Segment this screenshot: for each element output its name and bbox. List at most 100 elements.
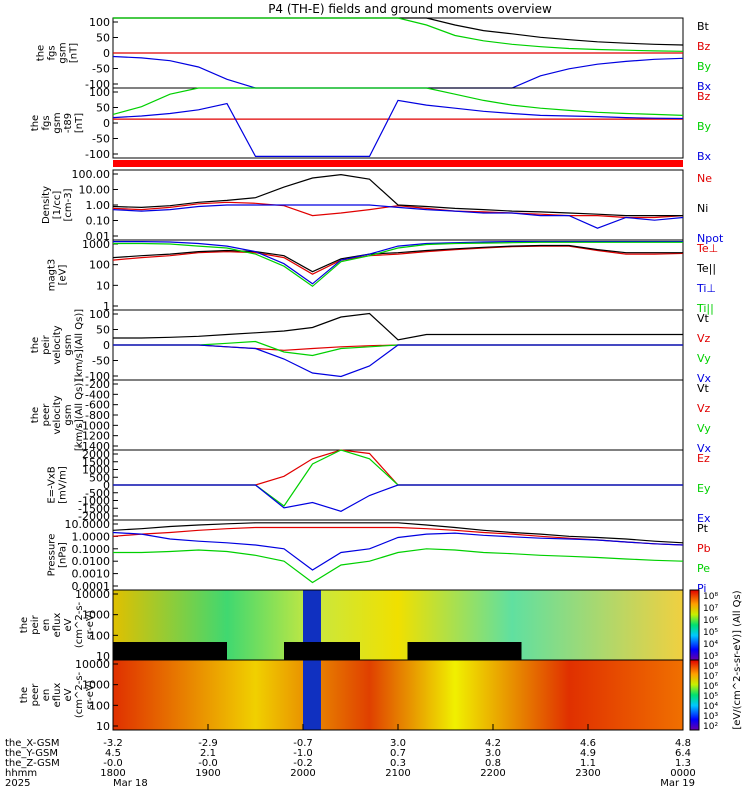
colorbar-tick-0-4: 10⁴ (703, 640, 718, 650)
ylabel-peer_vel-3: gsm (63, 404, 74, 425)
xrow-label-0: the_X-GSM (5, 738, 59, 749)
ylabel-fgs_dif-1: fgs (41, 115, 52, 130)
xrow-2-val-3: 0.3 (390, 758, 406, 769)
ytick-label-peir_vel-0: 100 (89, 308, 110, 321)
ylabel-peir_vel-3: gsm (63, 334, 74, 355)
series-fgs_dif-By (112, 87, 684, 116)
ytick-label-density-1: 10.00 (79, 184, 111, 197)
heatmap-blackout-2 (407, 642, 522, 660)
ylabel-peir_vel-4: [km/s](All Qs)] (74, 309, 85, 381)
xrow-3-val-5: 2300 (575, 768, 600, 779)
legend-fgs_dif-1: By (697, 120, 712, 133)
series-fgs-By (113, 17, 684, 52)
xrow-0-val-3: 3.0 (390, 738, 406, 749)
ytick-label-peer_vel-3: -800 (85, 409, 110, 422)
panel-temp: 1000 100 10 1 magt3 [eV] Te⊥ Te|| Ti⊥ Ti|| (47, 238, 719, 315)
legend-temp-3: Ti|| (696, 302, 714, 315)
xrow-0-val-1: -2.9 (198, 738, 218, 749)
ytick-label-peer_vel-1: -400 (85, 388, 110, 401)
ytick-label-peir_eflux-2: 100 (89, 629, 110, 642)
xrow-2-val-5: 1.1 (580, 758, 596, 769)
series-temp-Te⊥ (112, 245, 684, 275)
ytick-label-pressure-4: 0.0010 (72, 568, 111, 581)
xrow-1-val-1: 2.1 (200, 748, 216, 759)
ylabel-fgs_dif-0: the (30, 115, 41, 131)
legend-temp-0: Te⊥ (696, 242, 718, 255)
ylabel-peir_eflux-1: peir (30, 614, 41, 634)
legend-density-1: Ni (697, 202, 708, 215)
legend-peer_vel-2: Vy (697, 422, 711, 435)
xrow-1-val-0: 4.5 (105, 748, 121, 759)
ylabel-fgs-3: [nT] (69, 43, 80, 63)
frame-peer_vel (112, 379, 684, 451)
xrow-4-val-6: Mar 19 (660, 778, 695, 789)
ytick-label-peir_vel-3: -50 (92, 355, 110, 368)
ylabel-peir_eflux-5: (cm^2-s- (74, 601, 85, 648)
ytick-label-fgs_dif-3: -50 (92, 133, 110, 146)
panel-peir_vel: 100 50 0 -50 -100 the peir velocity gsm [km/s](Al… (30, 308, 712, 385)
ylabel-peir_eflux-6: sr-eV) (85, 610, 96, 639)
legend-efield-1: Ey (697, 482, 711, 495)
ytick-label-efield-3: 500 (89, 471, 110, 484)
ytick-label-fgs-2: 0 (103, 47, 110, 60)
series-pressure-Pi (112, 531, 684, 571)
ytick-label-peer_eflux-2: 100 (89, 699, 110, 712)
xrow-0-val-6: 4.8 (675, 738, 691, 749)
legend-pressure-0: Pt (697, 522, 709, 535)
colorbar-tick-0-1: 10⁷ (703, 604, 718, 614)
series-pressure-Pb (112, 526, 684, 546)
ytick-label-peir_vel-2: 0 (103, 339, 110, 352)
ytick-label-temp-0: 1000 (82, 238, 110, 251)
xrow-3-val-3: 2100 (385, 768, 410, 779)
legend-fgs-2: By (697, 60, 712, 73)
series-peir_vel-Vt (113, 312, 683, 341)
xrow-0-val-5: 4.6 (580, 738, 596, 749)
heatmap-peer_eflux (113, 660, 683, 730)
legend-temp-1: Te|| (696, 262, 716, 275)
ytick-label-peer_vel-5: -1200 (78, 430, 110, 443)
colorbar-tick-1-5: 10³ (703, 712, 718, 722)
ylabel-peer_vel-2: velocity (52, 395, 63, 434)
ylabel-fgs-1: fgs (47, 45, 58, 60)
colorbar-0 (689, 589, 700, 661)
panel-density: 100.00 10.00 1.00 0.10 0.01 Density [1/cc] [cm-… (41, 168, 724, 245)
panel-fgs_dif: 100 50 0 -50 -100 the fgs gsm -t89 [nT] Bz By Bx (30, 86, 712, 163)
xrow-1-val-4: 3.0 (485, 748, 501, 759)
ylabel-peir_vel-2: velocity (52, 325, 63, 364)
ytick-label-efield-8: -2000 (78, 510, 110, 523)
colorbar-label: [eV/(cm^2-s-sr-eV)] (All Qs) (732, 590, 743, 729)
ytick-label-fgs_dif-1: 50 (96, 102, 110, 115)
series-peir_vel-Vx (113, 344, 683, 378)
ytick-label-efield-1: 1500 (82, 456, 110, 469)
ytick-label-peir_vel-1: 50 (96, 324, 110, 337)
ylabel-peer_eflux-5: (cm^2-s- (74, 671, 85, 718)
xrow-4-val-0: Mar 18 (113, 778, 148, 789)
xrow-1-val-6: 6.4 (675, 748, 691, 759)
ylabel-density-0: Density (41, 186, 52, 224)
frame-fgs_dif (112, 87, 684, 159)
ytick-label-efield-0: 2000 (82, 448, 110, 461)
ytick-label-fgs_dif-4: -100 (85, 148, 110, 161)
ylabel-efield-0: E=-VxB (47, 466, 58, 503)
ytick-label-peer_eflux-3: 10 (96, 720, 110, 733)
separator-band (113, 160, 683, 167)
ytick-label-efield-6: -1000 (78, 495, 110, 508)
xrow-label-4: 2025 (5, 778, 30, 789)
legend-fgs-0: Bt (697, 20, 710, 33)
ylabel-fgs_dif-3: -t89 (63, 113, 74, 133)
xrow-1-val-3: 0.7 (390, 748, 406, 759)
series-fgs_dif-Bx (112, 99, 684, 157)
ytick-label-peer_vel-6: -1400 (78, 440, 110, 453)
legend-peer_vel-0: Vt (697, 382, 710, 395)
xrow-0-val-0: -3.2 (103, 738, 123, 749)
ylabel-peer_vel-1: peer (41, 403, 52, 427)
colorbar-1 (689, 659, 700, 731)
xrow-3-val-1: 1900 (195, 768, 220, 779)
ylabel-peer_eflux-6: sr-eV) (85, 680, 96, 709)
ytick-label-peer_vel-4: -1000 (78, 419, 110, 432)
xrow-label-2: the_Z-GSM (5, 758, 60, 769)
legend-fgs_dif-2: Bx (697, 150, 712, 163)
legend-peir_vel-3: Vx (697, 372, 712, 385)
